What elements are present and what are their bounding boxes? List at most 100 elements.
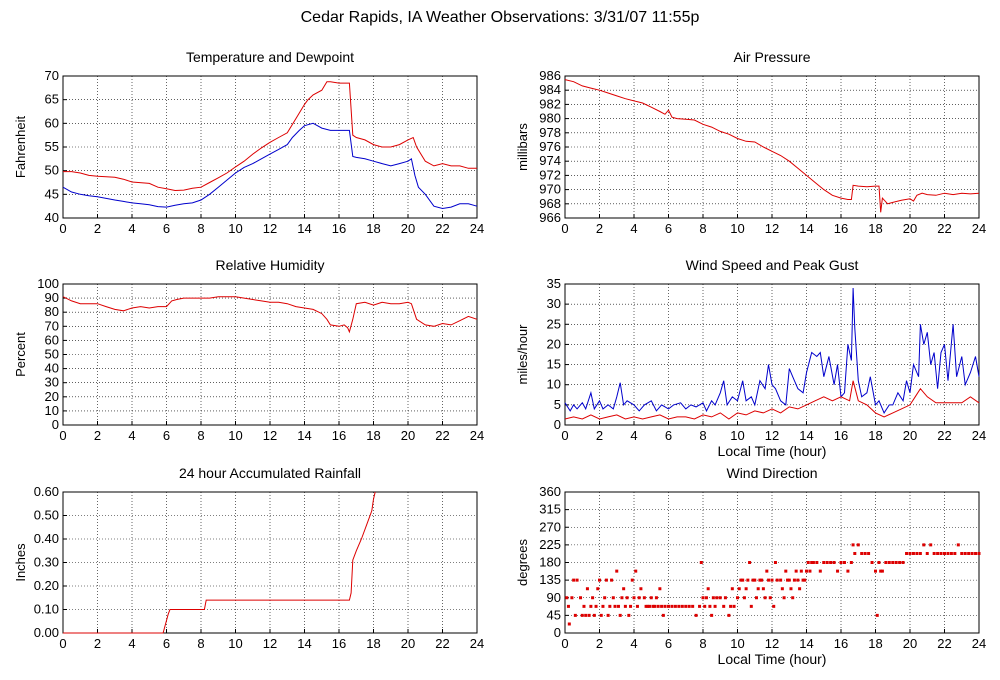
chart-wind-direction-point xyxy=(708,604,712,608)
chart-wind-direction-point xyxy=(741,578,745,582)
chart-rainfall-xtick-label: 8 xyxy=(197,636,204,651)
chart-wind-direction-point xyxy=(616,604,620,608)
chart-wind-speed-xtick-label: 20 xyxy=(903,428,917,443)
chart-wind-direction-point xyxy=(646,604,650,608)
chart-pressure-ytick-label: 976 xyxy=(539,139,561,154)
chart-wind-speed-xtick-label: 0 xyxy=(561,428,568,443)
chart-rainfall-xtick-label: 10 xyxy=(228,636,242,651)
chart-temp-xtick-label: 2 xyxy=(94,221,101,236)
chart-wind-speed-xtick-label: 14 xyxy=(799,428,813,443)
chart-wind-direction-point xyxy=(634,569,638,573)
chart-wind-direction-point xyxy=(722,604,726,608)
chart-wind-direction-point xyxy=(639,587,643,591)
chart-wind-direction-point xyxy=(661,613,665,617)
chart-wind-direction-point xyxy=(613,604,617,608)
chart-wind-direction-xtick-label: 24 xyxy=(972,636,986,651)
chart-pressure-ytick-label: 982 xyxy=(539,96,561,111)
chart-wind-direction-point xyxy=(584,613,588,617)
chart-temp-ytick-label: 70 xyxy=(45,68,59,83)
chart-humidity-xtick-label: 24 xyxy=(470,428,484,443)
chart-humidity-xtick-label: 16 xyxy=(332,428,346,443)
chart-rainfall-xtick-label: 0 xyxy=(59,636,66,651)
chart-temp-xtick-label: 20 xyxy=(401,221,415,236)
chart-wind-direction-point xyxy=(974,551,978,555)
chart-wind-direction-point xyxy=(915,551,919,555)
chart-wind-direction-point xyxy=(677,604,681,608)
chart-wind-direction-point xyxy=(880,569,884,573)
chart-wind-direction-point xyxy=(879,569,883,573)
chart-wind-direction-point xyxy=(925,551,929,555)
chart-humidity-ylabel: Percent xyxy=(13,332,28,377)
chart-wind-direction-ytick-label: 360 xyxy=(539,484,561,499)
chart-wind-direction-point xyxy=(901,561,905,564)
chart-pressure-xtick-label: 8 xyxy=(699,221,706,236)
chart-rainfall-xtick-label: 22 xyxy=(435,636,449,651)
chart-wind-direction-point xyxy=(818,569,822,573)
chart-wind-speed-xtick-label: 4 xyxy=(630,428,637,443)
chart-wind-direction-point xyxy=(782,596,786,600)
chart-wind-direction-point xyxy=(932,551,936,555)
chart-wind-direction-point xyxy=(829,561,833,564)
chart-wind-speed-ytick-label: 35 xyxy=(547,276,561,291)
chart-wind-direction-point xyxy=(922,543,926,547)
chart-wind-direction-point xyxy=(970,551,974,555)
chart-pressure-xtick-label: 6 xyxy=(665,221,672,236)
chart-wind-direction-point xyxy=(744,587,748,591)
chart-wind-direction-point xyxy=(699,561,703,564)
chart-wind-direction-point xyxy=(946,551,950,555)
chart-wind-direction-point xyxy=(710,613,714,617)
chart-wind-direction-point xyxy=(589,604,593,608)
chart-wind-speed-ytick-label: 5 xyxy=(554,397,561,412)
chart-wind-direction-point xyxy=(704,596,708,600)
chart-wind-direction-point xyxy=(673,604,677,608)
chart-wind-direction-point xyxy=(799,569,803,573)
chart-temp-ytick-label: 45 xyxy=(45,186,59,201)
chart-wind-direction-point xyxy=(846,569,850,573)
chart-wind-direction-point xyxy=(711,596,715,600)
chart-wind-direction-point xyxy=(742,596,746,600)
chart-humidity-xtick-label: 8 xyxy=(197,428,204,443)
chart-wind-direction-xtick-label: 14 xyxy=(799,636,813,651)
chart-wind-direction-point xyxy=(754,596,758,600)
chart-wind-direction-point xyxy=(775,578,779,582)
chart-wind-direction-ytick-label: 90 xyxy=(547,590,561,605)
chart-wind-direction-point xyxy=(625,596,629,600)
chart-wind-direction-point xyxy=(887,561,891,564)
chart-wind-direction-xtick-label: 12 xyxy=(765,636,779,651)
chart-wind-direction-point xyxy=(637,596,641,600)
chart-wind-direction-point xyxy=(599,613,603,617)
chart-wind-direction-point xyxy=(622,587,626,591)
chart-wind-direction-point xyxy=(627,613,631,617)
chart-wind-direction-xtick-label: 0 xyxy=(561,636,568,651)
chart-humidity-xtick-label: 4 xyxy=(128,428,135,443)
chart-temp-ytick-label: 50 xyxy=(45,163,59,178)
chart-wind-speed-xtick-label: 8 xyxy=(699,428,706,443)
chart-wind-direction-point xyxy=(587,613,591,617)
chart-wind-direction-point xyxy=(629,604,633,608)
chart-rainfall-title: 24 hour Accumulated Rainfall xyxy=(179,465,361,481)
chart-rainfall-xtick-label: 20 xyxy=(401,636,415,651)
chart-wind-direction-point xyxy=(611,596,615,600)
chart-wind-speed-ytick-label: 30 xyxy=(547,296,561,311)
chart-wind-speed-title: Wind Speed and Peak Gust xyxy=(686,257,859,273)
chart-wind-speed-xtick-label: 6 xyxy=(665,428,672,443)
chart-wind-direction-point xyxy=(806,561,810,564)
chart-wind-direction-point xyxy=(765,569,769,573)
chart-wind-direction-point xyxy=(963,551,967,555)
chart-wind-direction-point xyxy=(684,604,688,608)
chart-rainfall-ytick-label: 0.20 xyxy=(34,578,59,593)
chart-wind-direction-point xyxy=(651,604,655,608)
chart-temp-ylabel: Fahrenheit xyxy=(13,116,28,179)
chart-wind-direction-xtick-label: 8 xyxy=(699,636,706,651)
chart-humidity-xtick-label: 0 xyxy=(59,428,66,443)
chart-wind-direction-point xyxy=(936,551,940,555)
chart-wind-direction-point xyxy=(715,596,719,600)
chart-wind-direction-point xyxy=(694,613,698,617)
chart-wind-direction-point xyxy=(761,587,765,591)
chart-wind-direction-point xyxy=(874,569,877,573)
chart-humidity-series-red xyxy=(62,296,478,334)
chart-pressure-title: Air Pressure xyxy=(733,49,810,65)
chart-wind-direction-point xyxy=(623,604,627,608)
chart-wind-direction-point xyxy=(746,578,750,582)
chart-wind-speed-ytick-label: 25 xyxy=(547,316,561,331)
